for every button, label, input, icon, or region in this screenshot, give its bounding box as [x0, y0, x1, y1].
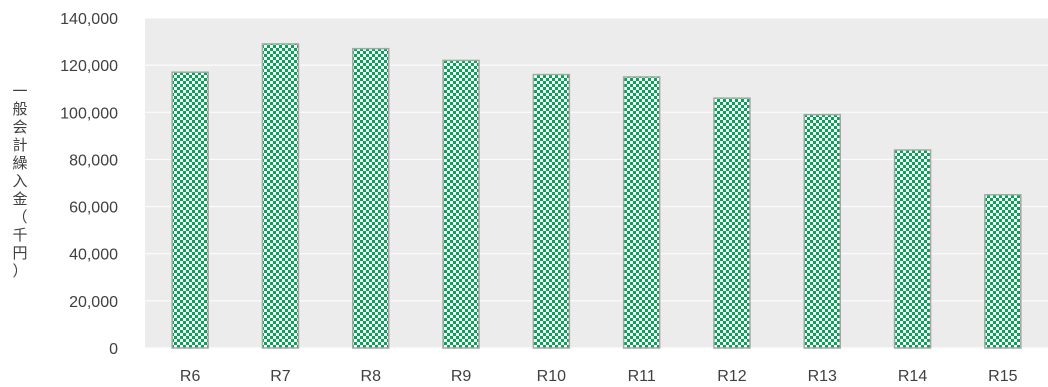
y-tick-label: 120,000 — [60, 58, 118, 75]
y-axis-title: 一般会計繰入金（千円） — [12, 82, 27, 280]
y-axis-title-char: 金 — [12, 190, 27, 208]
y-tick-label: 40,000 — [69, 247, 118, 264]
y-tick-label: 140,000 — [60, 11, 118, 28]
y-tick-label: 100,000 — [60, 105, 118, 122]
x-tick-label: R15 — [988, 368, 1017, 385]
x-tick-label: R8 — [361, 368, 382, 385]
bar — [622, 76, 661, 349]
y-axis-title-char: 般 — [12, 100, 27, 118]
bar — [532, 73, 571, 349]
bars — [171, 43, 1022, 349]
bar — [713, 97, 751, 349]
x-tick-label: R12 — [717, 368, 746, 385]
x-tick-label: R6 — [180, 368, 201, 385]
bar — [261, 43, 300, 349]
x-tick-label: R7 — [270, 368, 291, 385]
y-tick-label: 0 — [109, 341, 118, 358]
bar — [171, 71, 209, 349]
x-tick-label: R11 — [628, 368, 656, 385]
x-tick-label: R10 — [537, 368, 566, 385]
y-axis-title-char: 入 — [12, 172, 27, 190]
y-axis-title-char: 一 — [12, 82, 27, 100]
y-axis-title-char: 繰 — [12, 154, 27, 172]
y-tick-label: 60,000 — [69, 200, 118, 217]
y-axis-label: 一般会計繰入金（千円） — [12, 82, 27, 280]
x-tick-label: R9 — [451, 368, 472, 385]
y-axis-title-char: 円 — [12, 244, 27, 262]
x-axis-ticks: R6 R7 R8 R9 R10 R11 R12 R13 R14 R15 — [180, 368, 1018, 385]
bar — [893, 149, 932, 349]
bar — [984, 194, 1022, 349]
y-axis-title-char: 会 — [12, 118, 27, 136]
y-axis-ticks: 0 20,000 40,000 60,000 80,000 100,000 120,000 1… — [60, 11, 118, 358]
y-tick-label: 80,000 — [69, 152, 118, 169]
bar — [442, 59, 480, 349]
y-tick-label: 20,000 — [69, 294, 118, 311]
y-axis-title-char: 計 — [12, 136, 27, 154]
x-tick-label: R14 — [898, 368, 927, 385]
y-axis-title-char: 千 — [12, 226, 27, 244]
y-axis-title-char: ） — [12, 262, 27, 280]
bar — [803, 113, 841, 349]
y-axis-title-char: （ — [12, 208, 27, 226]
bar — [352, 47, 390, 349]
x-tick-label: R13 — [808, 368, 837, 385]
